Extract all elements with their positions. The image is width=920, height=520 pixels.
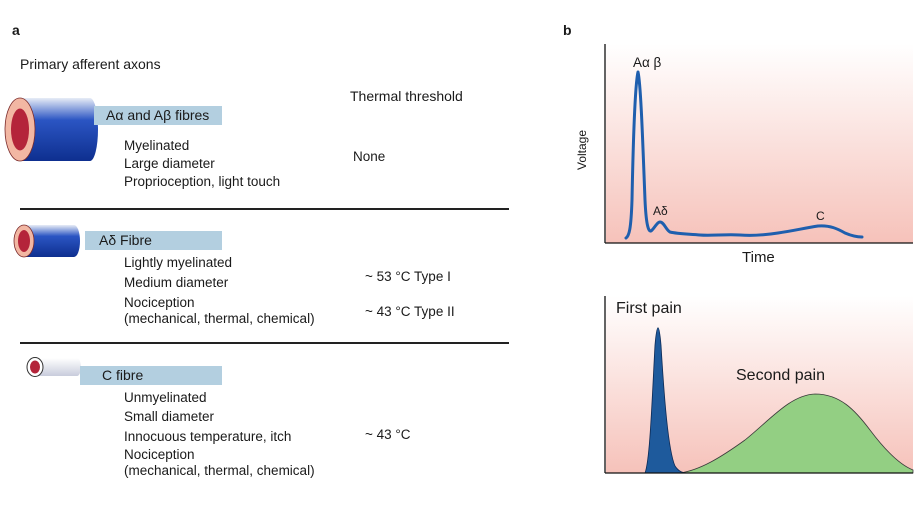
threshold-value: None bbox=[353, 149, 386, 164]
section-divider bbox=[20, 208, 509, 210]
large-axon-icon bbox=[4, 97, 98, 162]
fibre-band-label: C fibre bbox=[102, 367, 144, 383]
x-axis-label-time: Time bbox=[742, 249, 775, 266]
first-pain-curve bbox=[644, 327, 689, 474]
fibre-properties-c: Unmyelinated Small diameter Innocuous te… bbox=[124, 389, 315, 480]
peak-label-c: C bbox=[816, 209, 825, 223]
property-line: Nociception bbox=[124, 295, 195, 310]
fibre-band-label: Aδ Fibre bbox=[99, 232, 152, 248]
fibre-properties-aalpha-abeta: Myelinated Large diameter Proprioception… bbox=[124, 137, 280, 191]
medium-axon-icon bbox=[13, 224, 80, 258]
peak-label-aalpha-beta: Aα β bbox=[633, 55, 662, 70]
thermal-threshold-header: Thermal threshold bbox=[350, 88, 463, 104]
section-divider bbox=[20, 342, 509, 344]
property-line: Innocuous temperature, itch bbox=[124, 429, 292, 444]
property-line: Proprioception, light touch bbox=[124, 174, 281, 189]
compound-action-potential-plot bbox=[604, 44, 913, 244]
property-line: Nociception bbox=[124, 447, 195, 462]
panel-a-letter: a bbox=[12, 22, 20, 38]
fibre-band-label: Aα and Aβ fibres bbox=[106, 107, 210, 123]
panel-b-letter: b bbox=[563, 22, 572, 38]
fibre-properties-adelta: Lightly myelinated Medium diameter Nocic… bbox=[124, 254, 315, 328]
threshold-value: ~ 43 °C Type II bbox=[365, 304, 455, 319]
property-line: (mechanical, thermal, chemical) bbox=[124, 463, 315, 478]
fibre-band-c: C fibre bbox=[80, 366, 222, 385]
first-pain-label: First pain bbox=[616, 300, 682, 317]
pain-sensation-plot bbox=[604, 296, 914, 474]
small-axon-icon bbox=[26, 357, 81, 377]
property-line: Myelinated bbox=[124, 138, 190, 153]
property-line: Unmyelinated bbox=[124, 390, 207, 405]
second-pain-curve bbox=[679, 393, 914, 474]
peak-label-adelta: Aδ bbox=[653, 204, 668, 218]
y-axis-label-voltage: Voltage bbox=[575, 129, 590, 171]
fibre-band-aalpha-abeta: Aα and Aβ fibres bbox=[94, 106, 222, 125]
voltage-trace bbox=[624, 70, 864, 240]
property-line: Small diameter bbox=[124, 409, 215, 424]
threshold-value: ~ 53 °C Type I bbox=[365, 269, 451, 284]
panel-a-heading: Primary afferent axons bbox=[20, 56, 161, 72]
property-line: Lightly myelinated bbox=[124, 255, 233, 270]
property-line: Large diameter bbox=[124, 156, 215, 171]
fibre-band-adelta: Aδ Fibre bbox=[85, 231, 222, 250]
second-pain-label: Second pain bbox=[736, 367, 825, 384]
property-line: (mechanical, thermal, chemical) bbox=[124, 311, 315, 326]
property-line: Medium diameter bbox=[124, 275, 229, 290]
threshold-value: ~ 43 °C bbox=[365, 427, 411, 442]
